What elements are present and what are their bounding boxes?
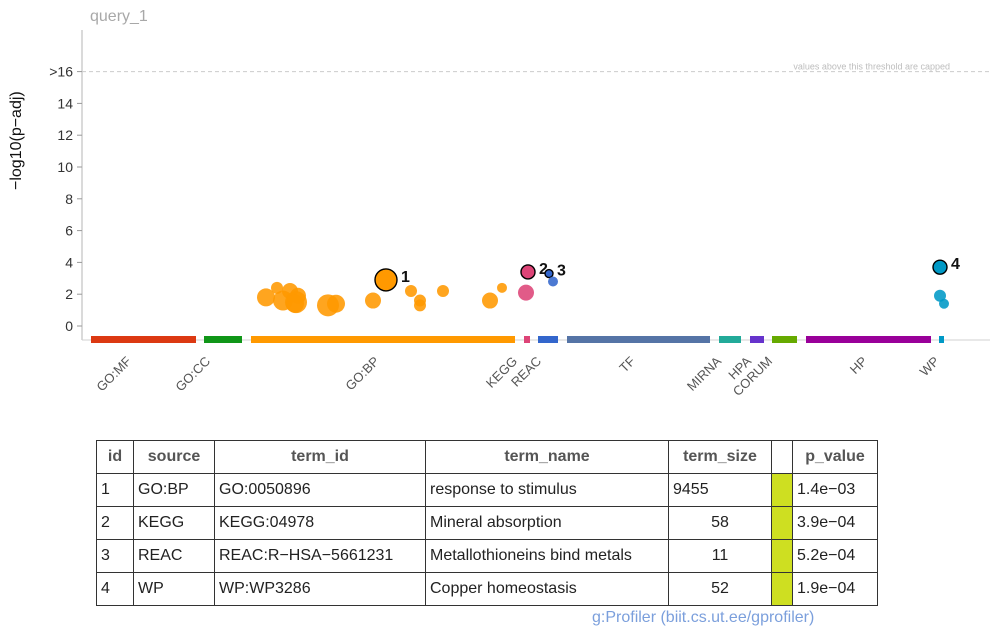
- query-title: query_1: [90, 8, 148, 25]
- table-header-row: id source term_id term_name term_size p_…: [96, 440, 878, 474]
- threshold-label: values above this threshold are capped: [793, 62, 950, 72]
- table-row: 1 GO:BP GO:0050896 response to stimulus …: [96, 473, 878, 507]
- col-header-term-size: term_size: [668, 440, 772, 474]
- cell-term-size: 11: [668, 539, 772, 573]
- results-table: id source term_id term_name term_size p_…: [96, 440, 878, 606]
- y-tick-label: >16: [49, 64, 73, 80]
- data-point: [271, 281, 283, 294]
- data-point: [437, 285, 449, 298]
- data-point: [544, 268, 554, 279]
- point-label: 1: [401, 269, 410, 286]
- cell-id: 4: [96, 572, 134, 606]
- cell-source: KEGG: [133, 506, 215, 540]
- col-header-source: source: [133, 440, 215, 474]
- cell-id: 3: [96, 539, 134, 573]
- point-label: 4: [951, 256, 960, 273]
- y-tick-label: 4: [65, 254, 73, 270]
- point-label: 3: [557, 263, 566, 280]
- data-point: [482, 292, 498, 309]
- data-point: [939, 298, 949, 309]
- cell-term-size: 9455: [668, 473, 772, 507]
- y-tick-label: 6: [65, 223, 73, 239]
- cell-term-name: Copper homeostasis: [425, 572, 669, 606]
- source-bar: [524, 336, 530, 343]
- cell-term-size: 58: [668, 506, 772, 540]
- x-category-label: GO:MF: [93, 353, 134, 394]
- cell-term-id: REAC:R−HSA−5661231: [214, 539, 426, 573]
- col-header-term-name: term_name: [425, 440, 669, 474]
- data-point: [286, 294, 304, 313]
- table-row: 2 KEGG KEGG:04978 Mineral absorption 58 …: [96, 506, 878, 540]
- y-tick-label: 0: [65, 318, 73, 334]
- pvalue-color-cell: [771, 539, 793, 573]
- source-bar: [719, 336, 741, 343]
- x-category-label: HP: [847, 354, 870, 377]
- table-row: 4 WP WP:WP3286 Copper homeostasis 52 1.9…: [96, 572, 878, 606]
- col-header-p-value: p_value: [792, 440, 878, 474]
- data-point: [405, 285, 417, 298]
- data-point: [932, 259, 948, 275]
- cell-p-value: 1.4e−03: [792, 473, 878, 507]
- data-point: [327, 294, 345, 313]
- data-point: [365, 292, 381, 309]
- x-category-label: GO:CC: [172, 354, 213, 395]
- point-label: 2: [539, 261, 548, 278]
- cell-source: WP: [133, 572, 215, 606]
- source-bar: [939, 336, 944, 343]
- y-tick-label: 12: [57, 127, 73, 143]
- source-bar: [204, 336, 242, 343]
- cell-term-name: response to stimulus: [425, 473, 669, 507]
- y-tick-label: 10: [57, 159, 73, 175]
- col-header-term-id: term_id: [214, 440, 426, 474]
- cell-term-name: Mineral absorption: [425, 506, 669, 540]
- source-bar: [538, 336, 558, 343]
- data-point: [497, 282, 507, 293]
- source-bar: [251, 336, 515, 343]
- x-category-label: GO:BP: [342, 354, 382, 394]
- y-tick-label: 8: [65, 191, 73, 207]
- col-header-bar: [771, 440, 793, 474]
- cell-term-id: GO:0050896: [214, 473, 426, 507]
- y-tick-label: 14: [57, 95, 73, 111]
- source-bar: [772, 336, 797, 343]
- x-category-label: WP: [917, 354, 942, 379]
- cell-id: 2: [96, 506, 134, 540]
- source-bar: [750, 336, 764, 343]
- data-point: [257, 288, 275, 307]
- cell-term-id: KEGG:04978: [214, 506, 426, 540]
- cell-term-id: WP:WP3286: [214, 572, 426, 606]
- cell-id: 1: [96, 473, 134, 507]
- col-header-id: id: [96, 440, 134, 474]
- pvalue-color-cell: [771, 473, 793, 507]
- source-bar: [567, 336, 710, 343]
- cell-p-value: 3.9e−04: [792, 506, 878, 540]
- y-tick-label: 2: [65, 286, 73, 302]
- cell-term-size: 52: [668, 572, 772, 606]
- pvalue-color-cell: [771, 506, 793, 540]
- data-point: [520, 264, 536, 280]
- data-point: [518, 284, 534, 301]
- cell-p-value: 1.9e−04: [792, 572, 878, 606]
- data-point: [934, 289, 946, 302]
- table-row: 3 REAC REAC:R−HSA−5661231 Metallothionei…: [96, 539, 878, 573]
- cell-term-name: Metallothioneins bind metals: [425, 539, 669, 573]
- cell-p-value: 5.2e−04: [792, 539, 878, 573]
- data-point: [374, 268, 398, 292]
- data-point: [414, 299, 426, 312]
- gprofiler-credit-link[interactable]: g:Profiler (biit.cs.ut.ee/gprofiler): [592, 609, 815, 626]
- pvalue-color-cell: [771, 572, 793, 606]
- source-bar: [806, 336, 931, 343]
- x-category-label: TF: [616, 353, 638, 375]
- source-bar: [91, 336, 196, 343]
- cell-source: GO:BP: [133, 473, 215, 507]
- cell-source: REAC: [133, 539, 215, 573]
- x-category-label: MIRNA: [684, 353, 724, 393]
- data-point: [548, 276, 558, 287]
